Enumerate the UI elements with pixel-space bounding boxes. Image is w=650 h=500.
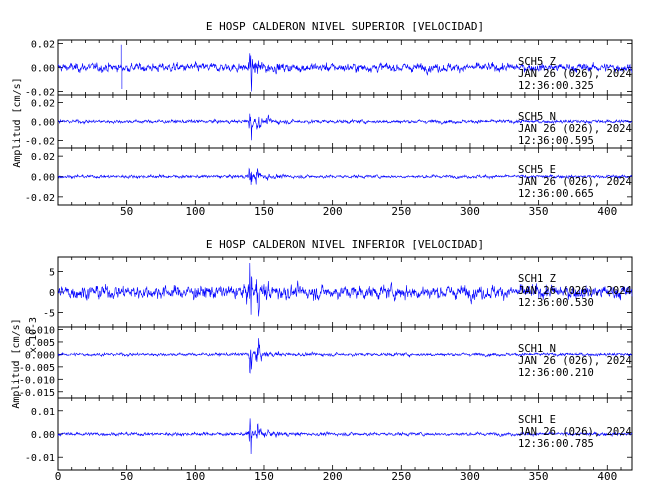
y-tick-label: 0.02 xyxy=(31,99,55,110)
x-tick-label: 100 xyxy=(185,470,205,483)
trace-date-label: JAN 26 (026), 2024 xyxy=(518,426,632,438)
waveform-trace xyxy=(57,167,633,185)
trace-date-label: JAN 26 (026), 2024 xyxy=(518,285,632,297)
y-tick-label: 0.02 xyxy=(31,40,55,51)
x-tick-label: 250 xyxy=(391,470,411,483)
trace-time-label: 12:36:00.210 xyxy=(518,367,594,379)
x-tick-label: 200 xyxy=(323,205,343,218)
y-axis-label: Amplitud [cm/s] xyxy=(11,318,22,408)
trace-date-label: JAN 26 (026), 2024 xyxy=(518,355,632,367)
trace-time-label: 12:36:00.325 xyxy=(518,80,594,92)
y-tick-label: -5 xyxy=(43,309,55,320)
y-tick-label: -0.015 xyxy=(19,388,55,399)
x-tick-label: 150 xyxy=(254,205,274,218)
x-tick-label: 0 xyxy=(55,470,62,483)
y-tick-label: 0.02 xyxy=(31,152,55,163)
x-tick-label: 50 xyxy=(120,470,133,483)
x-tick-label: 400 xyxy=(597,205,617,218)
y-tick-label: 5 xyxy=(49,267,55,278)
waveform-trace xyxy=(57,262,633,317)
trace-time-label: 12:36:00.785 xyxy=(518,438,594,450)
trace-station-label: SCH5 N xyxy=(518,111,556,123)
x-tick-label: 300 xyxy=(460,470,480,483)
chart-title: E HOSP CALDERON NIVEL SUPERIOR [VELOCIDA… xyxy=(206,20,484,33)
waveform-trace xyxy=(57,44,633,92)
trace-date-label: JAN 26 (026), 2024 xyxy=(518,68,632,80)
x-tick-label: 250 xyxy=(391,205,411,218)
trace-station-label: SCH5 Z xyxy=(518,56,556,68)
y-tick-label: 0.00 xyxy=(31,64,55,75)
x-tick-label: 350 xyxy=(529,205,549,218)
y-tick-label: -0.005 xyxy=(19,363,55,374)
y-tick-label: 0.00 xyxy=(31,430,55,441)
y-tick-label: 0.000 xyxy=(25,350,55,361)
trace-station-label: SCH1 Z xyxy=(518,273,556,285)
y-tick-label: 0 xyxy=(49,288,55,299)
waveform-trace xyxy=(57,113,632,141)
y-tick-label: 0.005 xyxy=(25,338,55,349)
chart-2: E HOSP CALDERON NIVEL INFERIOR [VELOCIDA… xyxy=(11,238,633,483)
x-tick-label: 100 xyxy=(185,205,205,218)
y-tick-label: -0.02 xyxy=(25,136,55,147)
y-axis-label: Amplitud [cm/s] xyxy=(12,77,23,167)
x-tick-label: 150 xyxy=(254,470,274,483)
trace-time-label: 12:36:00.530 xyxy=(518,297,594,309)
chart-1: E HOSP CALDERON NIVEL SUPERIOR [VELOCIDA… xyxy=(12,20,633,218)
y-tick-label: 0.01 xyxy=(31,407,55,418)
trace-date-label: JAN 26 (026), 2024 xyxy=(518,123,632,135)
x-tick-label: 200 xyxy=(323,470,343,483)
x-tick-label: 400 xyxy=(597,470,617,483)
y-tick-label: -0.010 xyxy=(19,375,55,386)
trace-station-label: SCH5 E xyxy=(518,164,556,176)
trace-station-label: SCH1 N xyxy=(518,343,556,355)
y-tick-label: -0.02 xyxy=(25,87,55,98)
trace-station-label: SCH1 E xyxy=(518,414,556,426)
trace-time-label: 12:36:00.665 xyxy=(518,188,594,200)
x-tick-label: 50 xyxy=(120,205,133,218)
waveform-trace xyxy=(57,338,632,374)
trace-date-label: JAN 26 (026), 2024 xyxy=(518,176,632,188)
waveform-trace xyxy=(57,418,633,455)
y-tick-label: 0.010 xyxy=(25,325,55,336)
y-tick-label: -0.02 xyxy=(25,193,55,204)
y-tick-label: 0.00 xyxy=(31,173,55,184)
y-tick-label: -0.01 xyxy=(25,453,55,464)
chart-title: E HOSP CALDERON NIVEL INFERIOR [VELOCIDA… xyxy=(206,238,484,251)
trace-time-label: 12:36:00.595 xyxy=(518,135,594,147)
y-axis-multiplier: x 10-3 xyxy=(28,317,39,353)
x-tick-label: 350 xyxy=(529,470,549,483)
y-tick-label: 0.00 xyxy=(31,118,55,129)
x-tick-label: 300 xyxy=(460,205,480,218)
